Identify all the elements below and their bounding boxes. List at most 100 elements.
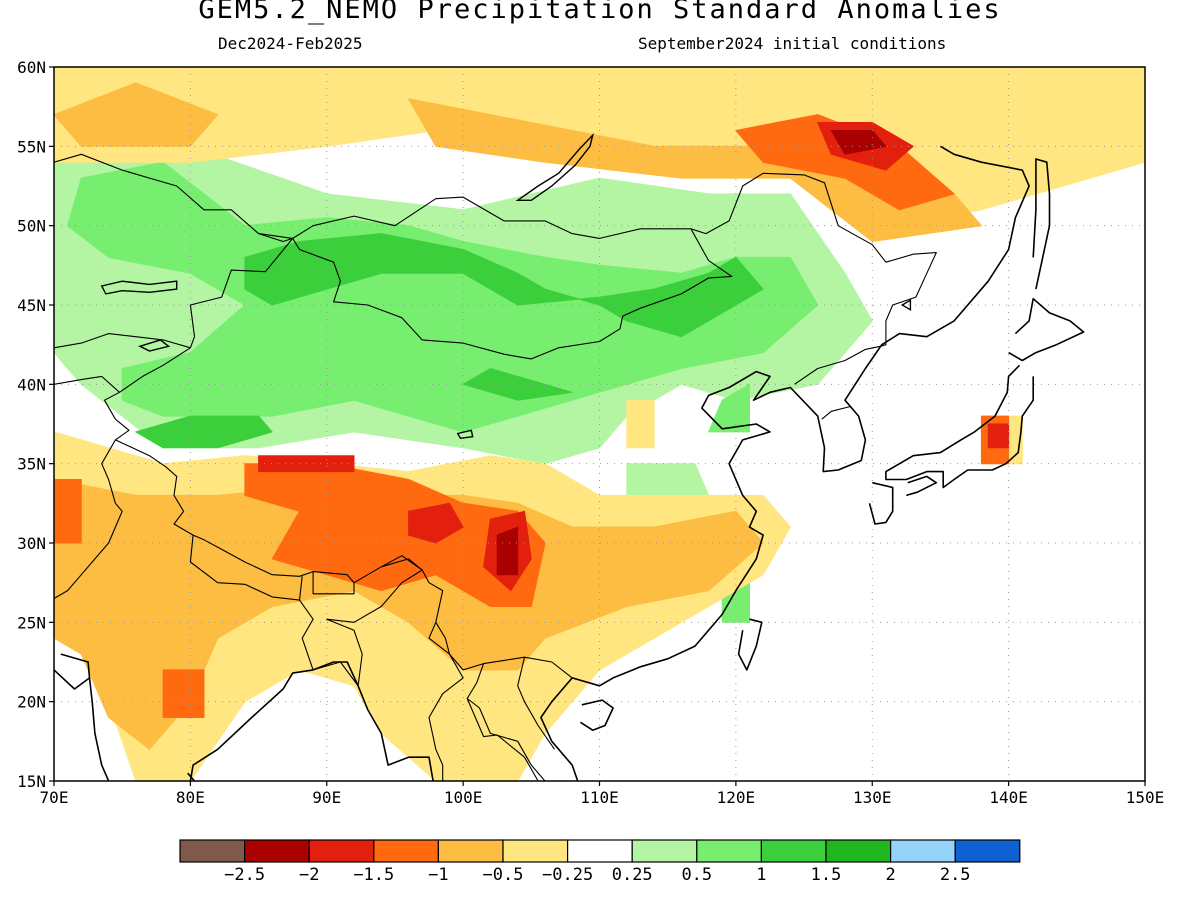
anomaly-region-26 xyxy=(830,130,887,155)
lake-baikal xyxy=(515,132,594,202)
forecast-period: Dec2024-Feb2025 xyxy=(218,34,363,53)
border-bhutan-south xyxy=(312,571,355,595)
lat-tick-label: 30N xyxy=(17,534,46,553)
coastline-gujarat xyxy=(54,653,91,690)
lat-tick-label: 20N xyxy=(17,693,46,712)
anomaly-region-18 xyxy=(162,669,205,718)
legend-label: 0.25 xyxy=(612,865,653,885)
legend-label: 1 xyxy=(756,865,766,885)
lat-tick-label: 15N xyxy=(17,772,46,791)
map-title: GEM5.2_NEMO Precipitation Standard Anoma… xyxy=(198,0,1002,25)
anomaly-region-11 xyxy=(626,399,655,449)
lon-tick-label: 140E xyxy=(989,788,1028,807)
lon-tick-label: 120E xyxy=(717,788,756,807)
lake-balkhash xyxy=(100,280,178,295)
anomaly-region-25 xyxy=(496,526,519,576)
lat-tick-label: 40N xyxy=(17,375,46,394)
coastline-indochina-coast xyxy=(540,677,579,781)
border-north-korea xyxy=(794,345,881,385)
border-vietnam-laos xyxy=(517,657,555,750)
border-russia-kazakh-mongolia-china xyxy=(54,153,937,347)
coastline-china-coast xyxy=(571,145,1030,687)
border-china-west xyxy=(103,347,205,541)
border-india-tibet-east xyxy=(381,558,423,571)
legend-label: 2.5 xyxy=(940,865,971,885)
anomaly-region-6 xyxy=(462,368,573,401)
coastline-taiwan xyxy=(737,618,763,671)
color-legend: −2.5 −2 −1.5 −1 −0.5 −0.25 0.25 0.5 1 1.5 2 2.5 xyxy=(179,839,1021,885)
lat-tick-label: 35N xyxy=(17,455,46,474)
lat-tick-label: 45N xyxy=(17,296,46,315)
lon-tick-label: 100E xyxy=(444,788,483,807)
border-mongolia-china xyxy=(292,228,733,360)
coastline-sri-lanka-stub xyxy=(186,772,196,781)
coastline-honshu xyxy=(885,364,1034,489)
legend-swatch xyxy=(437,839,504,863)
legend-label: 1.5 xyxy=(811,865,842,885)
legend-swatch xyxy=(825,839,892,863)
lat-tick-label: 60N xyxy=(17,58,46,77)
border-himalaya xyxy=(203,539,573,679)
coastline-india-west xyxy=(88,677,110,781)
legend-label: −0.5 xyxy=(483,865,524,885)
lon-tick-label: 80E xyxy=(176,788,205,807)
anomaly-region-15 xyxy=(244,463,546,607)
anomaly-region-14 xyxy=(54,82,219,147)
legend-label: −1 xyxy=(428,865,448,885)
coastline-kyushu xyxy=(868,481,894,525)
anomaly-region-20 xyxy=(408,502,464,544)
lat-tick-label: 55N xyxy=(17,137,46,156)
legend-swatch xyxy=(502,839,569,863)
lake-qinghai xyxy=(456,429,474,440)
legend-swatch xyxy=(696,839,762,863)
border-kyrgyz-kazakh xyxy=(54,333,191,349)
legend-swatch xyxy=(566,839,633,863)
lon-tick-label: 70E xyxy=(40,788,69,807)
border-thai-laos xyxy=(466,698,539,781)
axis-ticks: 70E 80E 90E 100E 110E 120E 130E 140E 150E 15N 20N 2… xyxy=(17,58,1164,807)
lat-tick-label: 50N xyxy=(17,217,46,236)
legend-label: −2 xyxy=(299,865,319,885)
lat-tick-label: 25N xyxy=(17,613,46,632)
coastline-shikoku xyxy=(906,475,938,497)
coastlines xyxy=(54,132,1085,781)
lon-tick-label: 110E xyxy=(580,788,619,807)
border-kazakh-china xyxy=(189,233,294,348)
border-myanmar-east xyxy=(428,622,464,781)
anomaly-region-13 xyxy=(408,98,982,242)
lon-tick-label: 150E xyxy=(1126,788,1165,807)
legend-swatch xyxy=(373,839,439,863)
anomaly-region-24 xyxy=(987,423,1010,449)
anomaly-region-16 xyxy=(735,114,955,211)
coastline-malay-west xyxy=(433,780,434,781)
anomaly-region-2 xyxy=(67,161,819,433)
legend-label: −2.5 xyxy=(224,865,265,885)
anomaly-region-7 xyxy=(135,415,273,449)
legend-label: −1.5 xyxy=(353,865,394,885)
border-korea-dmz xyxy=(821,405,851,420)
lake-khanka xyxy=(900,298,912,312)
legend-label: 0.5 xyxy=(681,865,712,885)
legend-label: −0.25 xyxy=(542,865,593,885)
legend-swatch xyxy=(954,839,1021,863)
legend-label: 2 xyxy=(885,865,895,885)
coastline-sakhalin xyxy=(1032,158,1051,290)
lon-tick-label: 130E xyxy=(853,788,892,807)
legend-swatch xyxy=(760,839,827,863)
legend-swatch xyxy=(244,839,310,863)
border-pakistan-india xyxy=(54,439,123,599)
legend-swatch xyxy=(308,839,375,863)
legend-swatch xyxy=(631,839,698,863)
gridlines xyxy=(54,67,1145,781)
legend-swatch xyxy=(179,839,246,863)
lon-tick-label: 90E xyxy=(312,788,341,807)
border-bangladesh xyxy=(299,569,423,687)
lake-issyk-kul xyxy=(138,339,171,352)
coastline-hainan xyxy=(579,699,614,732)
border-tajik-kyrgyz xyxy=(54,375,120,393)
coastline-hokkaido xyxy=(1008,297,1085,362)
anomaly-region-19 xyxy=(54,479,82,544)
legend-swatch xyxy=(889,839,956,863)
initial-conditions: September2024 initial conditions xyxy=(638,34,947,53)
